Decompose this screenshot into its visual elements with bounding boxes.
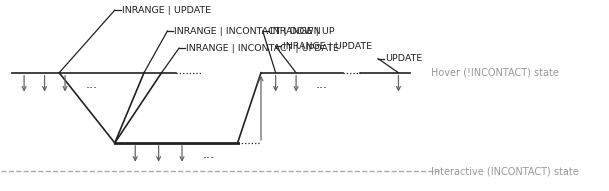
Text: ...: ...	[315, 78, 327, 91]
Text: INRANGE | INCONTACT | UPDATE: INRANGE | INCONTACT | UPDATE	[186, 44, 339, 53]
Text: Interactive (INCONTACT) state: Interactive (INCONTACT) state	[431, 166, 579, 176]
Text: INRANGE | UPDATE: INRANGE | UPDATE	[283, 42, 371, 51]
Text: INRANGE | UP: INRANGE | UP	[270, 27, 334, 36]
Text: INRANGE | INCONTACT | DOWN: INRANGE | INCONTACT | DOWN	[174, 27, 321, 36]
Text: ...: ...	[85, 78, 97, 91]
Text: INRANGE | UPDATE: INRANGE | UPDATE	[122, 6, 211, 15]
Text: ...: ...	[202, 148, 214, 161]
Text: UPDATE: UPDATE	[385, 54, 422, 63]
Text: Hover (!INCONTACT) state: Hover (!INCONTACT) state	[431, 68, 558, 78]
